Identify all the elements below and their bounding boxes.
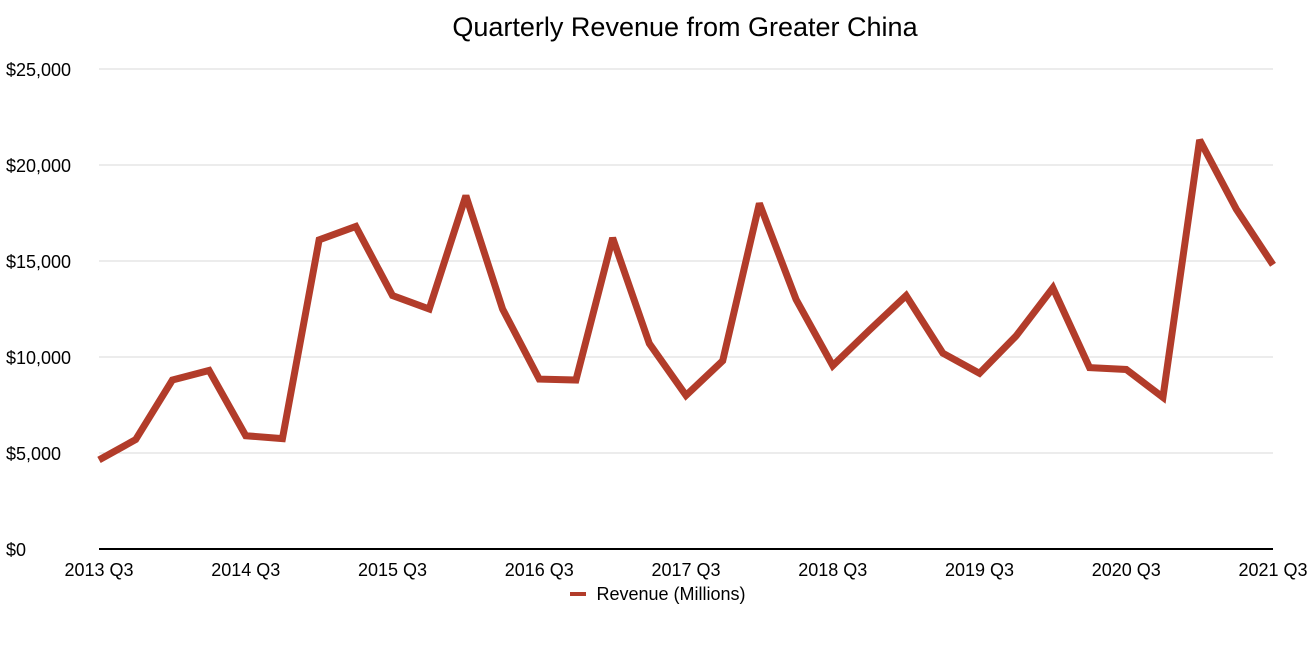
legend-item: Revenue (Millions) xyxy=(570,583,746,605)
x-tick-label: 2015 Q3 xyxy=(358,560,427,580)
legend: Revenue (Millions) xyxy=(0,580,1312,605)
x-tick-labels: 2013 Q3 2014 Q3 2015 Q3 2016 Q3 2017 Q3 2018 … xyxy=(64,560,1307,580)
x-tick-label: 2017 Q3 xyxy=(651,560,720,580)
x-tick-label: 2021 Q3 xyxy=(1238,560,1307,580)
y-tick-labels: $0 $5,000 $10,000 $15,000 $20,000 $25,000 xyxy=(6,60,71,560)
legend-label: Revenue (Millions) xyxy=(596,583,746,604)
y-tick-label: $0 xyxy=(6,540,26,560)
series-line xyxy=(97,138,1276,463)
legend-swatch xyxy=(570,592,587,596)
x-tick-label: 2019 Q3 xyxy=(945,560,1014,580)
y-tick-label: $20,000 xyxy=(6,156,71,176)
series-layer xyxy=(97,138,1276,463)
x-tick-label: 2016 Q3 xyxy=(505,560,574,580)
y-tick-label: $5,000 xyxy=(6,444,61,464)
y-tick-label: $15,000 xyxy=(6,252,71,272)
x-tick-label: 2014 Q3 xyxy=(211,560,280,580)
chart-title: Quarterly Revenue from Greater China xyxy=(452,12,918,42)
y-tick-label: $10,000 xyxy=(6,348,71,368)
x-tick-label: 2020 Q3 xyxy=(1092,560,1161,580)
y-tick-label: $25,000 xyxy=(6,60,71,80)
x-tick-label: 2018 Q3 xyxy=(798,560,867,580)
x-tick-label: 2013 Q3 xyxy=(64,560,133,580)
